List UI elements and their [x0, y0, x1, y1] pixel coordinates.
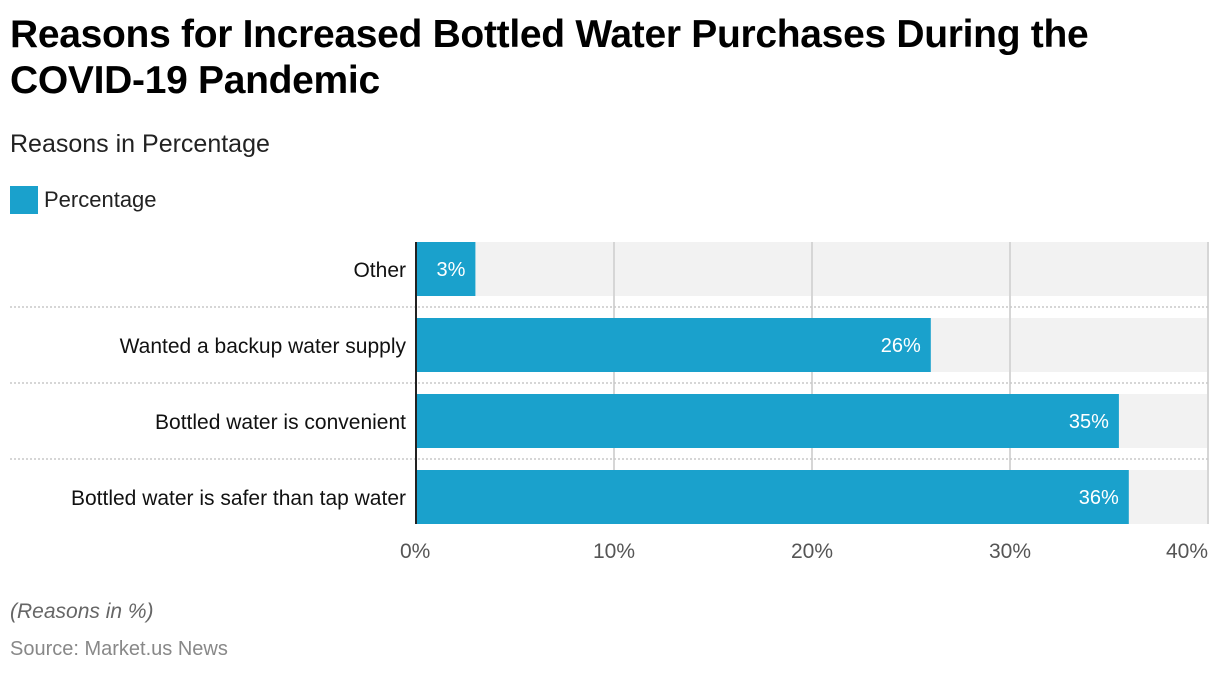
data-label: 35%: [1069, 411, 1109, 433]
data-label: 3%: [436, 259, 465, 281]
chart-note: (Reasons in %): [10, 600, 154, 623]
chart-source: Source: Market.us News: [10, 638, 228, 660]
bar: [416, 242, 476, 296]
category-label: Other: [353, 259, 406, 282]
chart-title: Reasons for Increased Bottled Water Purc…: [10, 13, 1089, 102]
x-tick-label: 10%: [593, 540, 635, 563]
chart-subtitle: Reasons in Percentage: [10, 130, 270, 158]
legend-label: Percentage: [44, 187, 157, 212]
data-label: 26%: [881, 335, 921, 357]
bar: [416, 470, 1129, 524]
x-tick-label: 20%: [791, 540, 833, 563]
category-label: Wanted a backup water supply: [120, 335, 407, 358]
data-label: 36%: [1079, 487, 1119, 509]
x-tick-label: 40%: [1166, 540, 1208, 563]
legend-swatch: [10, 186, 38, 214]
category-label: Bottled water is convenient: [155, 411, 406, 434]
category-label: Bottled water is safer than tap water: [71, 487, 406, 510]
x-tick-label: 0%: [400, 540, 430, 563]
legend: Percentage: [10, 186, 157, 214]
bar: [416, 318, 931, 372]
x-tick-label: 30%: [989, 540, 1031, 563]
bar: [416, 394, 1119, 448]
